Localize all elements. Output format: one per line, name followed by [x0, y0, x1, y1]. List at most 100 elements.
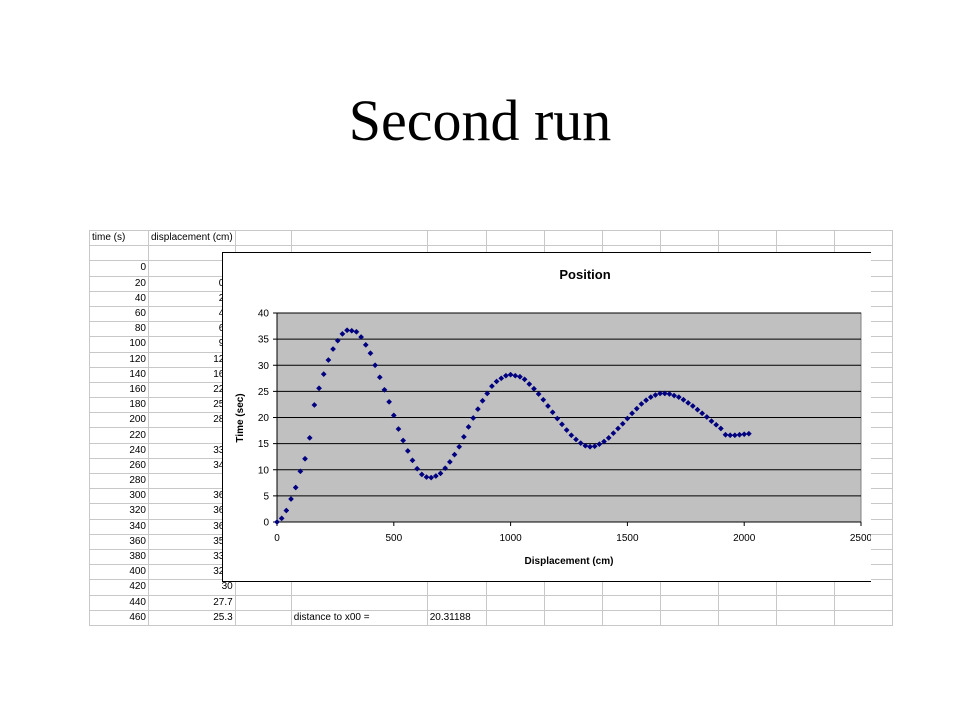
data-point [736, 431, 743, 438]
sheet-cell [234, 579, 292, 596]
chart-title: Position [559, 267, 610, 282]
data-point [292, 484, 299, 491]
data-point [591, 443, 598, 450]
data-point [694, 406, 701, 413]
data-point [456, 443, 463, 450]
sheet-cell [659, 609, 719, 626]
y-tick-label: 5 [263, 491, 269, 502]
x-axis-label: Displacement (cm) [525, 556, 614, 567]
data-point [274, 519, 280, 525]
data-point [498, 375, 505, 382]
sheet-cell [833, 579, 893, 596]
sheet-cell: 25.3 [148, 609, 236, 626]
sheet-cell [717, 594, 777, 611]
data-point [587, 443, 593, 450]
sheet-cell: 340 [89, 518, 149, 535]
data-point [390, 412, 397, 419]
sheet-cell: 280 [89, 472, 149, 490]
y-tick-label: 15 [258, 439, 270, 450]
data-point [568, 432, 575, 439]
sheet-cell: 140 [89, 366, 149, 383]
sheet-cell [290, 229, 428, 247]
data-point [563, 427, 570, 433]
sheet-cell: 260 [89, 457, 149, 475]
y-tick-label: 0 [263, 518, 269, 529]
sheet-cell: 440 [89, 594, 149, 611]
data-point [745, 430, 752, 437]
sheet-cell [601, 594, 661, 611]
data-point [484, 390, 491, 397]
data-point [400, 437, 407, 444]
sheet-cell: 120 [89, 351, 149, 368]
sheet-cell: 220 [89, 427, 149, 444]
data-point [652, 392, 659, 398]
data-point [372, 362, 379, 369]
data-point [278, 515, 285, 522]
sheet-cell [601, 579, 661, 596]
data-point [316, 385, 323, 392]
data-point [727, 432, 734, 439]
y-tick-label: 35 [258, 335, 270, 346]
data-point [717, 425, 724, 432]
data-point [334, 337, 341, 344]
data-point [512, 372, 519, 379]
sheet-cell: 320 [89, 503, 149, 520]
data-point [647, 394, 654, 401]
sheet-cell [833, 609, 893, 626]
sheet-cell [543, 594, 603, 611]
data-point [283, 507, 290, 514]
scatter-chart: Position 0 5 10 15 20 25 30 35 40 0 500 1000 1500 200… [235, 267, 871, 567]
sheet-cell [89, 245, 149, 262]
data-point [657, 390, 664, 397]
data-point [685, 399, 692, 406]
y-tick-label: 10 [258, 465, 270, 476]
data-point [465, 423, 472, 430]
data-point [516, 373, 523, 380]
data-point [638, 400, 645, 407]
data-point [545, 403, 551, 409]
data-point [624, 415, 631, 422]
sheet-cell: 160 [89, 381, 149, 399]
data-point [689, 403, 696, 409]
data-point [596, 441, 603, 448]
data-point [302, 455, 308, 462]
data-point [339, 330, 346, 337]
sheet-cell [234, 594, 292, 611]
data-point [535, 391, 542, 397]
data-point [428, 474, 435, 481]
data-point [633, 405, 640, 412]
data-point [362, 341, 369, 348]
data-point [432, 473, 439, 479]
y-tick-label: 25 [258, 387, 270, 398]
data-point [381, 386, 388, 393]
slide-title: Second run [348, 88, 612, 153]
data-point [414, 465, 421, 472]
data-point [661, 390, 668, 397]
data-point [460, 433, 467, 440]
y-axis-label: Time (sec) [235, 393, 246, 442]
data-point [367, 350, 374, 357]
sheet-cell: 30 [148, 579, 236, 596]
distance-value: 20.31188 [426, 609, 487, 626]
data-point [423, 474, 430, 481]
sheet-cell: 360 [89, 533, 149, 550]
data-point [493, 378, 500, 385]
data-point [502, 372, 509, 379]
data-point [708, 418, 715, 425]
sheet-cell [485, 609, 545, 626]
data-point [703, 414, 710, 420]
data-point [666, 391, 673, 397]
data-point [320, 371, 327, 378]
data-point [577, 440, 584, 447]
sheet-row: 440 27.7 [89, 594, 893, 611]
sheet-cell [659, 579, 719, 596]
sheet-cell [775, 579, 835, 596]
data-point [540, 396, 547, 403]
data-point [306, 434, 313, 441]
sheet-cell [426, 229, 487, 247]
data-point [348, 327, 355, 334]
data-point [675, 394, 682, 401]
sheet-cell: 420 [89, 579, 149, 596]
sheet-row: 420 30 [89, 579, 893, 596]
sheet-cell: 200 [89, 412, 149, 429]
